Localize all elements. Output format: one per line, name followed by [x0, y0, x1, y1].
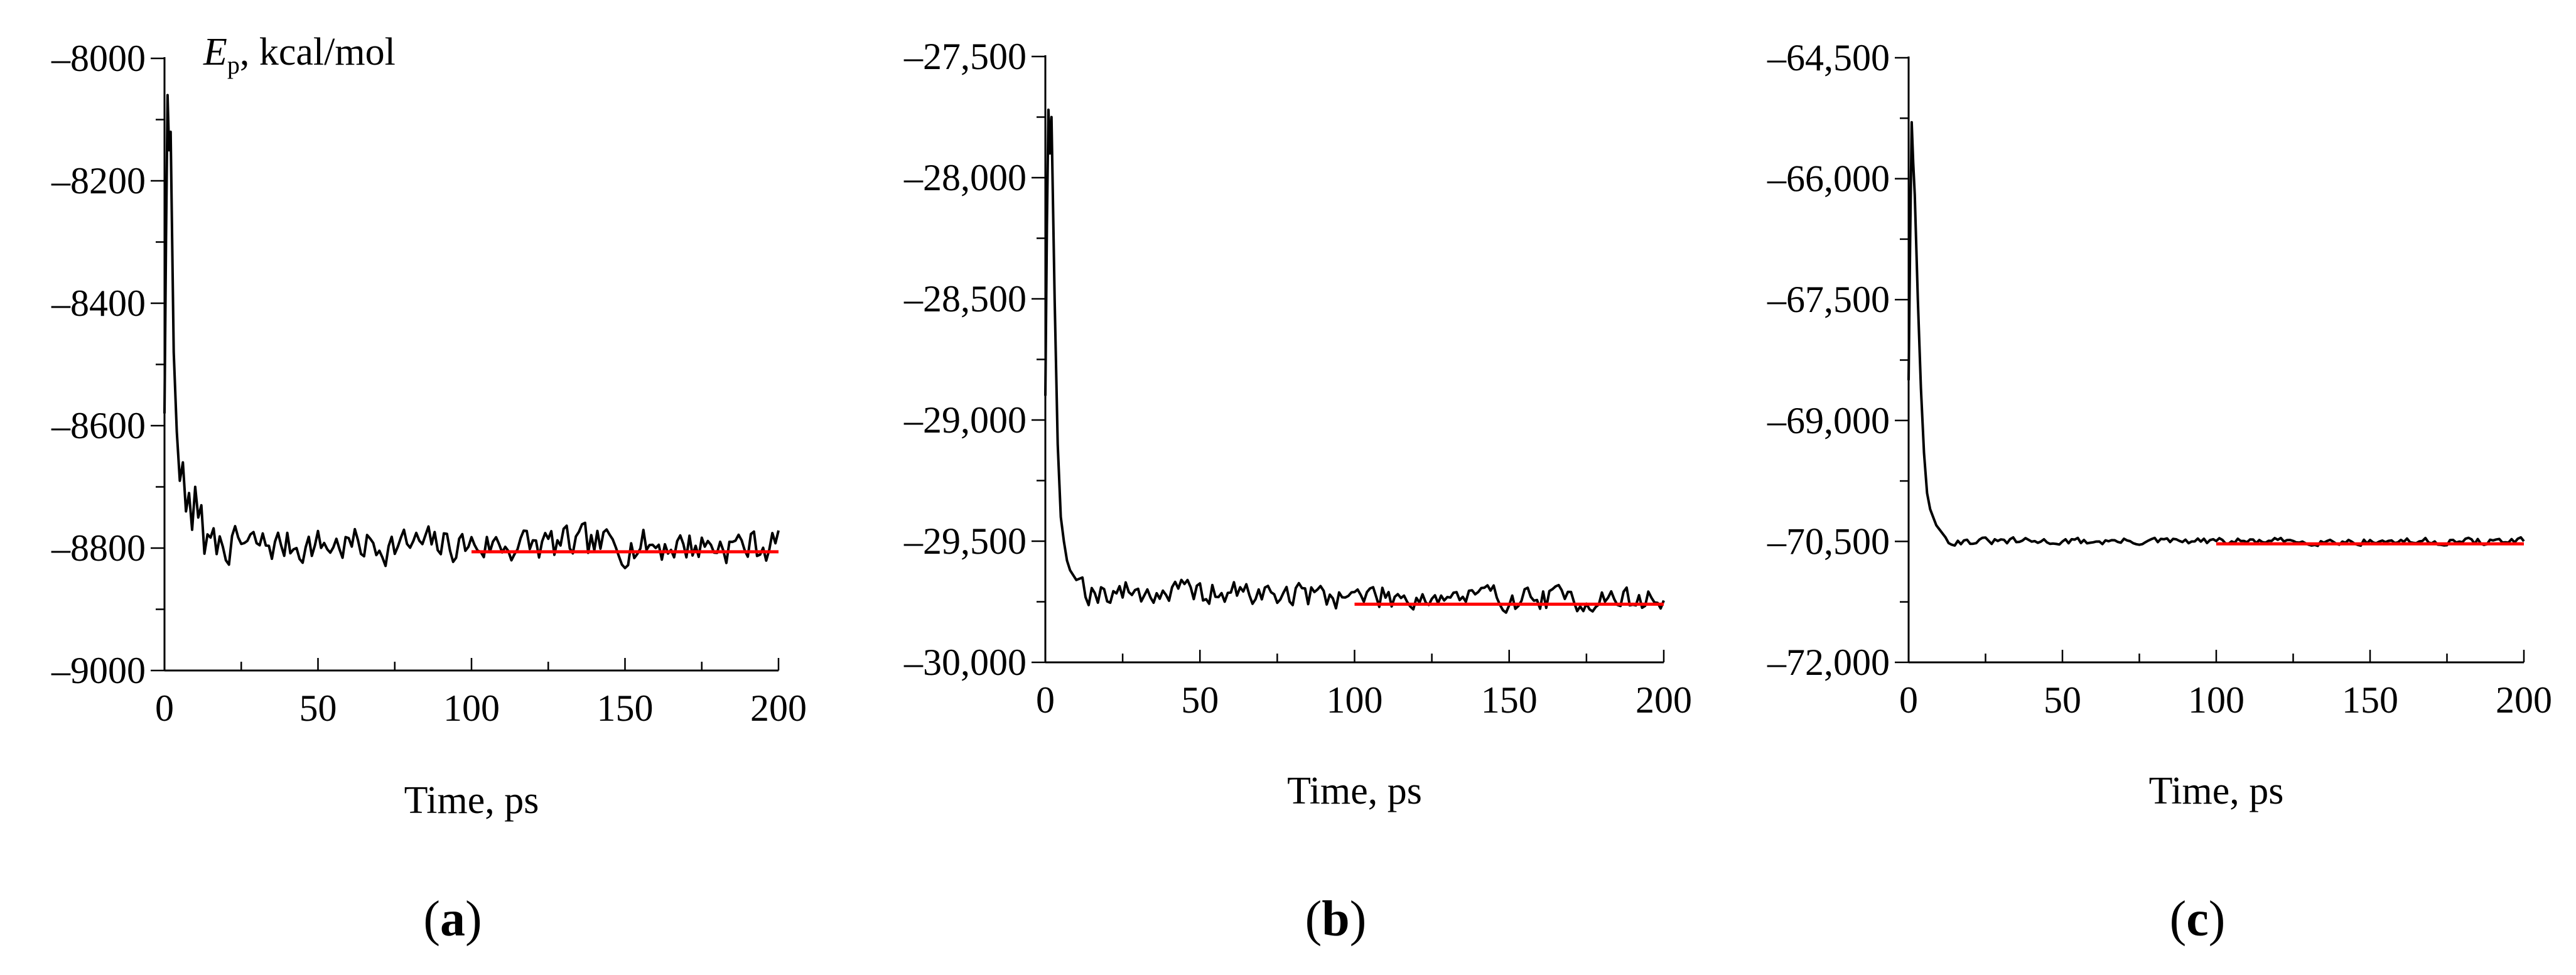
x-tick-label: 200 — [750, 687, 807, 729]
x-tick-label: 150 — [1481, 679, 1538, 721]
y-axis-label-symbol: E — [203, 31, 227, 73]
y-tick-label: –28,500 — [903, 278, 1027, 320]
y-tick-label: –27,500 — [903, 36, 1027, 77]
x-tick-label: 100 — [1327, 679, 1383, 721]
y-tick-label: –64,500 — [1767, 37, 1890, 78]
y-tick-label: –70,500 — [1767, 520, 1890, 562]
y-tick-label: –67,500 — [1767, 279, 1890, 320]
x-tick-label: 200 — [2496, 679, 2552, 721]
y-tick-label: –8800 — [51, 527, 146, 569]
y-tick-label: –29,500 — [903, 520, 1027, 562]
x-tick-label: 50 — [2044, 679, 2081, 721]
y-tick-label: –30,000 — [903, 642, 1027, 683]
y-tick-label: –69,000 — [1767, 400, 1890, 441]
x-tick-label: 100 — [2188, 679, 2245, 721]
panel-label: (c) — [2170, 892, 2226, 947]
x-axis-label: Time, ps — [1287, 770, 1422, 812]
energy-series-line — [1907, 121, 2525, 547]
y-axis-label-subscript: p — [227, 51, 240, 79]
x-tick-label: 0 — [155, 687, 174, 729]
x-axis-label: Time, ps — [2149, 770, 2284, 812]
x-axis-label: Time, ps — [404, 779, 539, 822]
x-tick-label: 50 — [299, 687, 337, 729]
x-tick-label: 150 — [597, 687, 654, 729]
x-tick-label: 50 — [1181, 679, 1219, 721]
x-tick-label: 100 — [443, 687, 500, 729]
y-axis-label-unit: , kcal/mol — [240, 31, 396, 73]
y-tick-label: –72,000 — [1767, 642, 1890, 683]
chart-panel-b: –27,500 –28,000 –28,500 –29,000 –29,500 –30,0… — [903, 36, 1692, 947]
y-tick-label: –66,000 — [1767, 158, 1890, 200]
y-tick-label: –8000 — [51, 38, 146, 79]
chart-panel-c: –64,500 –66,000 –67,500 –69,000 –70,500 –72,0… — [1767, 37, 2552, 947]
energy-series-line — [163, 94, 780, 569]
x-tick-label: 0 — [1899, 679, 1918, 721]
x-tick-label: 150 — [2342, 679, 2398, 721]
energy-series-line — [1044, 108, 1665, 614]
y-tick-label: –8200 — [51, 160, 146, 202]
panel-label: (b) — [1305, 892, 1367, 947]
y-tick-label: –28,000 — [903, 157, 1027, 198]
y-tick-label: –8400 — [51, 283, 146, 324]
x-tick-label: 200 — [1636, 679, 1692, 721]
x-tick-label: 0 — [1036, 679, 1055, 721]
y-axis-label: Ep, kcal/mol — [203, 31, 396, 79]
panel-label: (a) — [423, 892, 482, 947]
y-tick-label: –8600 — [51, 405, 146, 446]
y-tick-label: –9000 — [51, 650, 146, 691]
y-tick-label: –29,000 — [903, 399, 1027, 441]
